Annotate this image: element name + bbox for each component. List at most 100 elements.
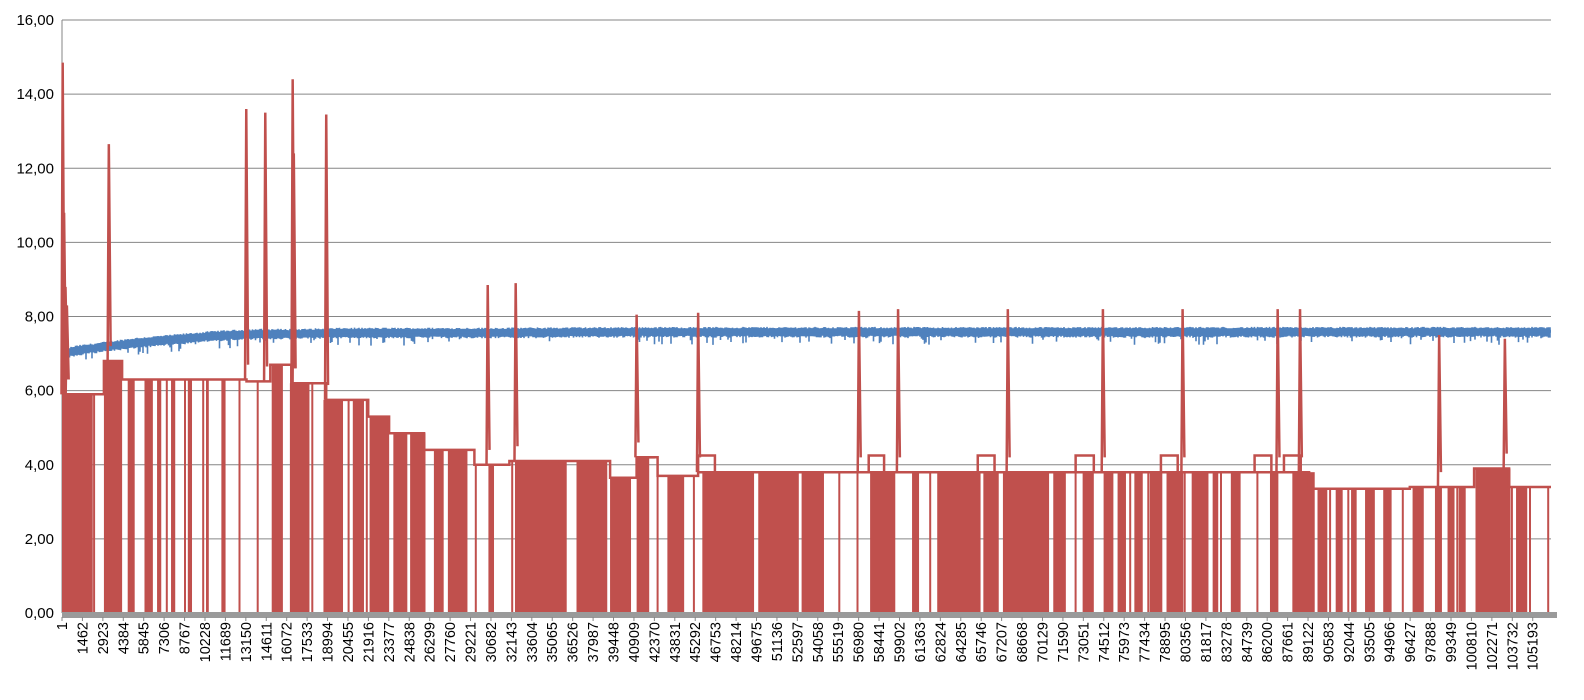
series-red-bump — [696, 454, 717, 473]
x-tick-label: 94966 — [1383, 622, 1399, 662]
x-tick-label: 74512 — [1097, 622, 1113, 662]
x-tick-label: 46753 — [709, 622, 725, 662]
x-tick-label: 62824 — [933, 622, 949, 662]
series-red-fill — [1383, 488, 1392, 613]
series-red-fill — [937, 472, 981, 613]
x-tick-label: 78895 — [1158, 622, 1174, 662]
x-tick-label: 51136 — [770, 622, 786, 661]
x-tick-label: 55519 — [831, 622, 847, 662]
x-tick-label: 68668 — [1015, 622, 1031, 662]
x-tick-label: 26299 — [423, 622, 439, 662]
x-tick-label: 89122 — [1301, 622, 1317, 662]
series-red-fill — [271, 364, 283, 613]
series-red-fill — [157, 379, 162, 613]
series-red-fill — [983, 472, 999, 613]
x-tick-label: 30682 — [484, 622, 500, 662]
series-blue-trend — [61, 329, 1551, 356]
gridlines — [62, 19, 1551, 614]
series-red-spike — [895, 309, 902, 473]
x-tick-label: 23377 — [382, 622, 398, 662]
series-red-fill — [912, 472, 920, 613]
x-tick-label: 42370 — [647, 622, 663, 662]
series-red-fill — [1149, 472, 1163, 613]
plot-area — [60, 62, 1551, 613]
y-tick-label: 2,00 — [25, 531, 54, 548]
series-red-fill — [221, 379, 226, 613]
x-tick-label: 13150 — [239, 622, 255, 662]
series-red-fill — [1351, 488, 1357, 613]
x-tick-label: 100810 — [1464, 622, 1480, 670]
series-red-fill — [1447, 486, 1455, 613]
series-red-fill — [62, 394, 93, 613]
x-tick-label: 65746 — [974, 622, 990, 662]
series-red-fill — [702, 472, 755, 613]
x-tick-label: 90583 — [1322, 622, 1338, 662]
y-tick-label: 4,00 — [25, 457, 54, 474]
series-red-fill — [1475, 468, 1511, 613]
x-tick-label: 58441 — [872, 622, 888, 662]
series-red-fill — [323, 399, 344, 613]
y-tick-label: 0,00 — [25, 605, 54, 622]
y-tick-label: 16,00 — [16, 12, 54, 29]
x-tick-label: 59902 — [893, 622, 909, 662]
series-red-fill — [514, 461, 567, 613]
x-tick-label: 16072 — [280, 622, 296, 662]
x-tick-label: 33604 — [525, 622, 541, 662]
series-red-spike — [1502, 338, 1508, 469]
x-tick-label: 35065 — [545, 622, 561, 662]
x-tick-label: 36526 — [566, 622, 582, 662]
x-tick-label: 105193 — [1526, 622, 1542, 670]
series-red-fill — [667, 475, 685, 613]
x-tick-label: 97888 — [1424, 622, 1440, 662]
x-tick-label: 99349 — [1444, 622, 1460, 662]
series-red-fill — [1002, 472, 1050, 613]
series-red-fill — [1335, 488, 1343, 613]
x-tick-label: 102271 — [1485, 622, 1501, 670]
x-tick-label: 39448 — [607, 622, 623, 662]
series-red-bump — [976, 454, 996, 473]
series-red-bump — [1253, 454, 1273, 473]
x-tick-label: 77434 — [1138, 622, 1154, 662]
x-tick-label: 40909 — [627, 622, 643, 662]
x-tick-label: 67207 — [995, 622, 1011, 662]
x-tick-label: 103732 — [1505, 622, 1521, 670]
x-tick-label: 27760 — [443, 622, 459, 662]
series-red-fill — [393, 433, 408, 613]
x-tick-label: 92044 — [1342, 622, 1358, 662]
series-red-spike — [64, 305, 70, 395]
x-tick-label: 5845 — [137, 622, 153, 654]
x-tick-label: 4384 — [116, 622, 132, 654]
series-red-spike — [513, 283, 519, 462]
x-tick-label: 64285 — [954, 622, 970, 662]
x-tick-label: 83278 — [1219, 622, 1235, 662]
y-axis: 0,00 2,00 4,00 6,00 8,00 10,00 12,00 14,00 16,00 — [16, 12, 63, 622]
series-red-fill — [801, 472, 824, 613]
series-red-fill — [1191, 472, 1209, 613]
x-tick-label: 54058 — [811, 622, 827, 662]
series-red-fill — [103, 360, 123, 613]
x-tick-label: 96427 — [1403, 622, 1419, 662]
series-red-spike — [1297, 309, 1304, 473]
x-tick-label: 2923 — [96, 622, 112, 654]
x-tick-label: 70129 — [1036, 622, 1052, 662]
series-red-fill — [1292, 472, 1315, 613]
y-tick-label: 10,00 — [16, 234, 54, 251]
x-tick-label: 80356 — [1179, 622, 1195, 662]
x-tick-label: 1462 — [75, 622, 91, 654]
x-tick-label: 52597 — [790, 622, 806, 662]
x-tick-label: 49675 — [750, 622, 766, 662]
x-tick-label: 61363 — [913, 622, 929, 662]
series-red-fill — [447, 449, 468, 613]
x-tick-label: 29221 — [464, 622, 480, 662]
x-tick-label: 20455 — [341, 622, 357, 662]
x-tick-label: 45292 — [688, 622, 704, 662]
series-red-fill — [1434, 486, 1442, 613]
series-red-fill — [758, 472, 799, 613]
series-red-spike — [634, 314, 640, 458]
x-tick-label: 86200 — [1260, 622, 1276, 662]
series-red-spike — [695, 312, 702, 473]
series-red-fill — [187, 379, 193, 613]
series-red-fill — [1117, 472, 1126, 613]
x-tick-label: 24838 — [402, 622, 418, 662]
x-tick-label: 71590 — [1056, 622, 1072, 662]
